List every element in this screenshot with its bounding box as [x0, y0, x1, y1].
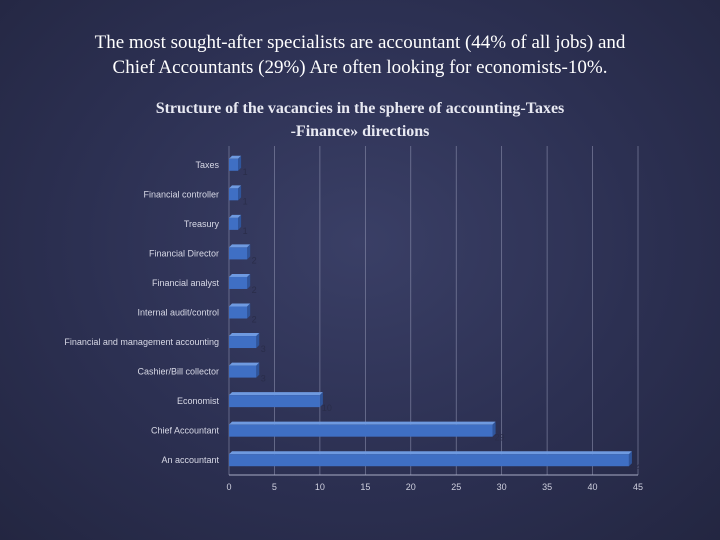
- bar: [229, 395, 320, 408]
- x-tick-label: 5: [272, 482, 277, 492]
- labels: Taxes 1 Financial controller 1 Treasury 1 Fina…: [64, 160, 641, 472]
- category-label: Taxes: [195, 160, 219, 170]
- category-label: Chief Accountant: [151, 426, 220, 436]
- bar-side-face: [256, 362, 260, 378]
- x-tick-label: 15: [360, 482, 370, 492]
- x-tick-label: 40: [588, 482, 598, 492]
- bar-side-face: [247, 273, 251, 289]
- value-label: 44: [631, 462, 641, 472]
- value-label: 3: [261, 344, 266, 354]
- category-label: Cashier/Bill collector: [137, 367, 219, 377]
- bar-side-face: [256, 333, 260, 349]
- category-label: Financial controller: [143, 189, 219, 199]
- bar: [229, 365, 257, 378]
- bar-side-face: [492, 421, 496, 437]
- bars: [229, 155, 632, 467]
- bar-top-face: [229, 185, 242, 189]
- x-tick-label: 45: [633, 482, 643, 492]
- x-tick-label: 30: [497, 482, 507, 492]
- value-label: 1: [243, 226, 248, 236]
- bar: [229, 454, 629, 467]
- bar-side-face: [238, 155, 242, 171]
- bar: [229, 336, 257, 349]
- bar: [229, 247, 248, 260]
- category-label: Financial and management accounting: [64, 337, 219, 347]
- bar-side-face: [238, 185, 242, 201]
- bar-top-face: [229, 155, 242, 159]
- category-label: Treasury: [184, 219, 220, 229]
- x-tick-label: 25: [451, 482, 461, 492]
- value-label: 2: [252, 255, 257, 265]
- category-label: Economist: [177, 396, 220, 406]
- bar-top-face: [229, 333, 260, 337]
- bar-top-face: [229, 421, 496, 425]
- bar-top-face: [229, 303, 251, 307]
- grid-lines: [228, 146, 639, 475]
- value-label: 2: [252, 315, 257, 325]
- bar: [229, 306, 248, 319]
- bar-top-face: [229, 273, 251, 277]
- category-label: An accountant: [161, 455, 219, 465]
- bar-top-face: [229, 392, 323, 396]
- bar-side-face: [247, 244, 251, 260]
- bar-top-face: [229, 244, 251, 248]
- value-label: 1: [243, 196, 248, 206]
- value-label: 10: [322, 403, 332, 413]
- bar: [229, 424, 493, 437]
- x-tick-label: 20: [406, 482, 416, 492]
- x-tick-label: 35: [542, 482, 552, 492]
- value-label: 3: [261, 374, 266, 384]
- value-label: 2: [252, 285, 257, 295]
- bar: [229, 217, 239, 230]
- category-label: Financial Director: [149, 248, 219, 258]
- chart-title-line-2: -Finance» directions: [290, 123, 430, 140]
- bar-side-face: [319, 392, 323, 408]
- bar-top-face: [229, 214, 242, 218]
- bar-side-face: [247, 303, 251, 319]
- bar: [229, 158, 239, 171]
- bar: [229, 276, 248, 289]
- bar-side-face: [238, 214, 242, 230]
- category-label: Financial analyst: [152, 278, 220, 288]
- heading-line-1: The most sought-after specialists are ac…: [94, 32, 626, 53]
- bar-top-face: [229, 362, 260, 366]
- chart-title: Structure of the vacancies in the sphere…: [90, 97, 630, 143]
- bar-top-face: [229, 451, 632, 455]
- x-axis: 0 5 10 15 20 25 30 35 40 45: [226, 474, 643, 492]
- bar-side-face: [628, 451, 632, 467]
- x-tick-label: 10: [315, 482, 325, 492]
- value-label: 29: [495, 433, 505, 443]
- category-label: Internal audit/control: [137, 308, 219, 318]
- bar: [229, 188, 239, 201]
- slide-heading: The most sought-after specialists are ac…: [40, 30, 680, 80]
- chart-title-line-1: Structure of the vacancies in the sphere…: [155, 100, 565, 117]
- value-label: 1: [243, 167, 248, 177]
- x-tick-label: 0: [226, 482, 231, 492]
- heading-line-2: Chief Accountants (29%) Are often lookin…: [112, 57, 608, 78]
